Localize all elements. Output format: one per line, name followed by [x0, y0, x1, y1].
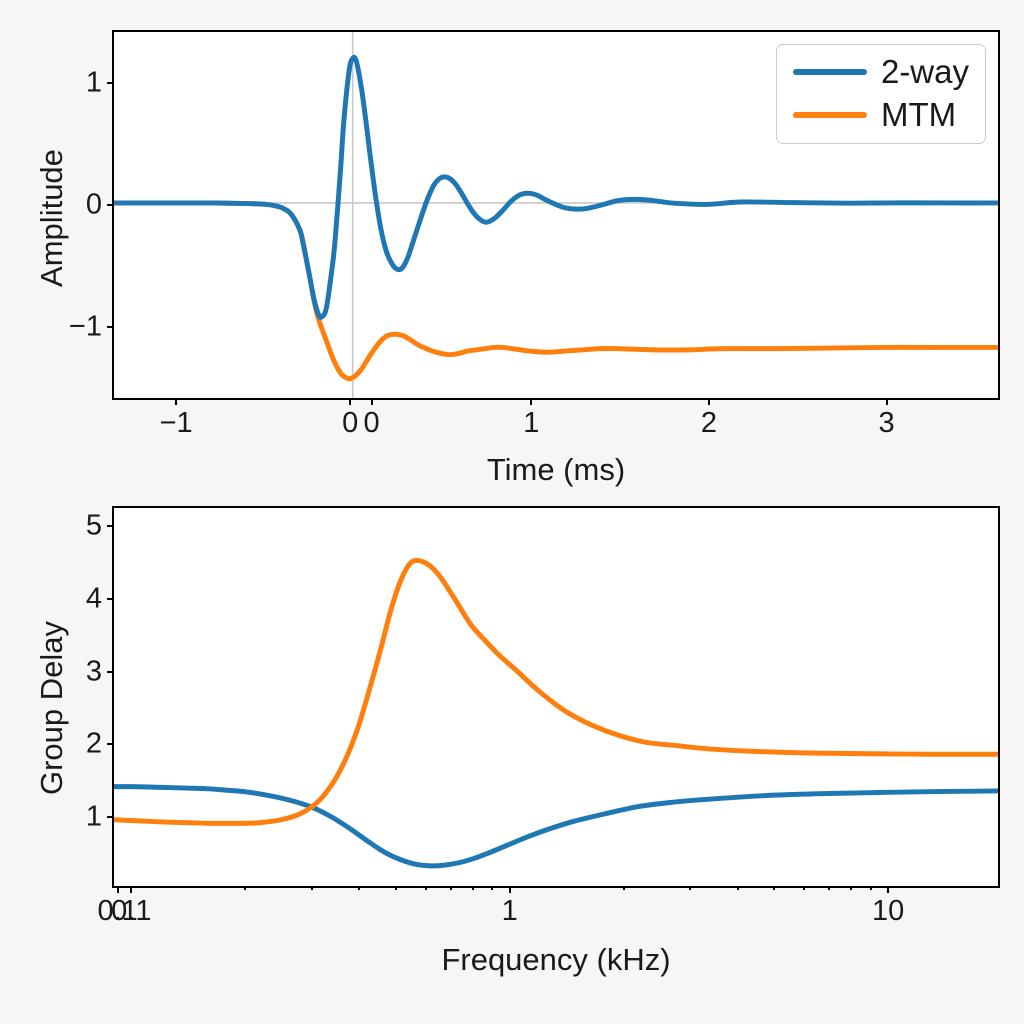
amplitude-plot-lines	[114, 32, 998, 398]
x-tick-label: 0.1	[111, 895, 152, 927]
x-tick	[707, 398, 710, 405]
x-tick	[370, 398, 373, 405]
amplitude-vs-time-axes: −1 0 0 1 2 3 −1 0 1 2-way MTM	[69, 30, 1000, 438]
x-tick-label: 0	[363, 407, 380, 439]
legend-color-swatch-mtm	[792, 111, 867, 118]
group-delay-plot-lines	[114, 557, 998, 869]
x-tick	[689, 886, 692, 890]
x-tick	[530, 398, 533, 405]
x-tick-label: 3	[878, 407, 895, 439]
x-tick-label: 10	[871, 895, 905, 927]
x-tick	[358, 886, 361, 890]
y-tick	[107, 670, 114, 673]
y-tick-label: 4	[85, 582, 102, 615]
x-tick-label: 1	[523, 407, 540, 439]
y-tick	[107, 597, 114, 600]
y-tick-label: 5	[85, 509, 102, 542]
x-tick	[175, 398, 178, 405]
x-tick	[508, 886, 511, 893]
x-tick	[828, 886, 831, 890]
y-tick	[107, 525, 114, 528]
x-tick	[850, 886, 853, 890]
x-axis-label-frequency: Frequency (kHz)	[441, 942, 671, 977]
y-tick-label: −1	[68, 310, 102, 343]
x-tick	[450, 886, 453, 890]
x-tick	[424, 886, 427, 890]
x-tick-label: −1	[159, 407, 193, 439]
x-tick	[885, 398, 888, 405]
x-tick	[887, 886, 890, 893]
y-tick-label: 0	[85, 188, 102, 221]
mtm-group-delay-line	[114, 557, 998, 826]
y-tick	[107, 816, 114, 819]
x-tick	[869, 886, 872, 890]
x-axis-label-time: Time (ms)	[486, 452, 626, 487]
x-tick	[349, 398, 352, 405]
legend-item-mtm[interactable]: MTM	[792, 96, 969, 133]
y-tick-label: 2	[85, 727, 102, 760]
x-tick	[394, 886, 397, 890]
group-delay-vs-frequency-axes: 0.1 0.1 1 10 1 2 3 4 5	[86, 506, 1000, 926]
mtm-waveform-line	[114, 200, 998, 382]
x-tick	[244, 886, 247, 890]
2way-group-delay-line	[114, 784, 998, 869]
x-tick	[310, 886, 313, 890]
x-tick-label: 0.1	[97, 895, 138, 927]
y-tick-label: 3	[85, 655, 102, 688]
y-tick	[107, 203, 114, 206]
y-tick-label: 1	[85, 66, 102, 99]
x-tick	[803, 886, 806, 890]
legend[interactable]: 2-way MTM	[775, 44, 986, 144]
y-tick	[107, 743, 114, 746]
legend-label-mtm: MTM	[880, 96, 957, 133]
y-tick	[107, 325, 114, 328]
y-tick	[107, 82, 114, 85]
y-tick-label: 1	[85, 800, 102, 833]
x-tick	[773, 886, 776, 890]
x-tick	[622, 886, 625, 890]
x-tick-label: 0	[342, 407, 359, 439]
y-axis-label-amplitude: Amplitude	[34, 149, 69, 287]
legend-item-2way[interactable]: 2-way	[792, 53, 969, 90]
x-tick-label: 1	[501, 895, 518, 927]
2way-waveform-line	[114, 54, 998, 320]
x-tick-label: 2	[700, 407, 718, 439]
legend-label-2way: 2-way	[880, 53, 969, 90]
legend-color-swatch-2way	[792, 68, 867, 75]
x-tick	[736, 886, 739, 890]
x-tick	[472, 886, 475, 890]
x-tick	[130, 886, 133, 893]
y-axis-label-group-delay: Group Delay	[34, 620, 69, 796]
x-tick	[116, 886, 119, 893]
x-tick	[491, 886, 494, 890]
